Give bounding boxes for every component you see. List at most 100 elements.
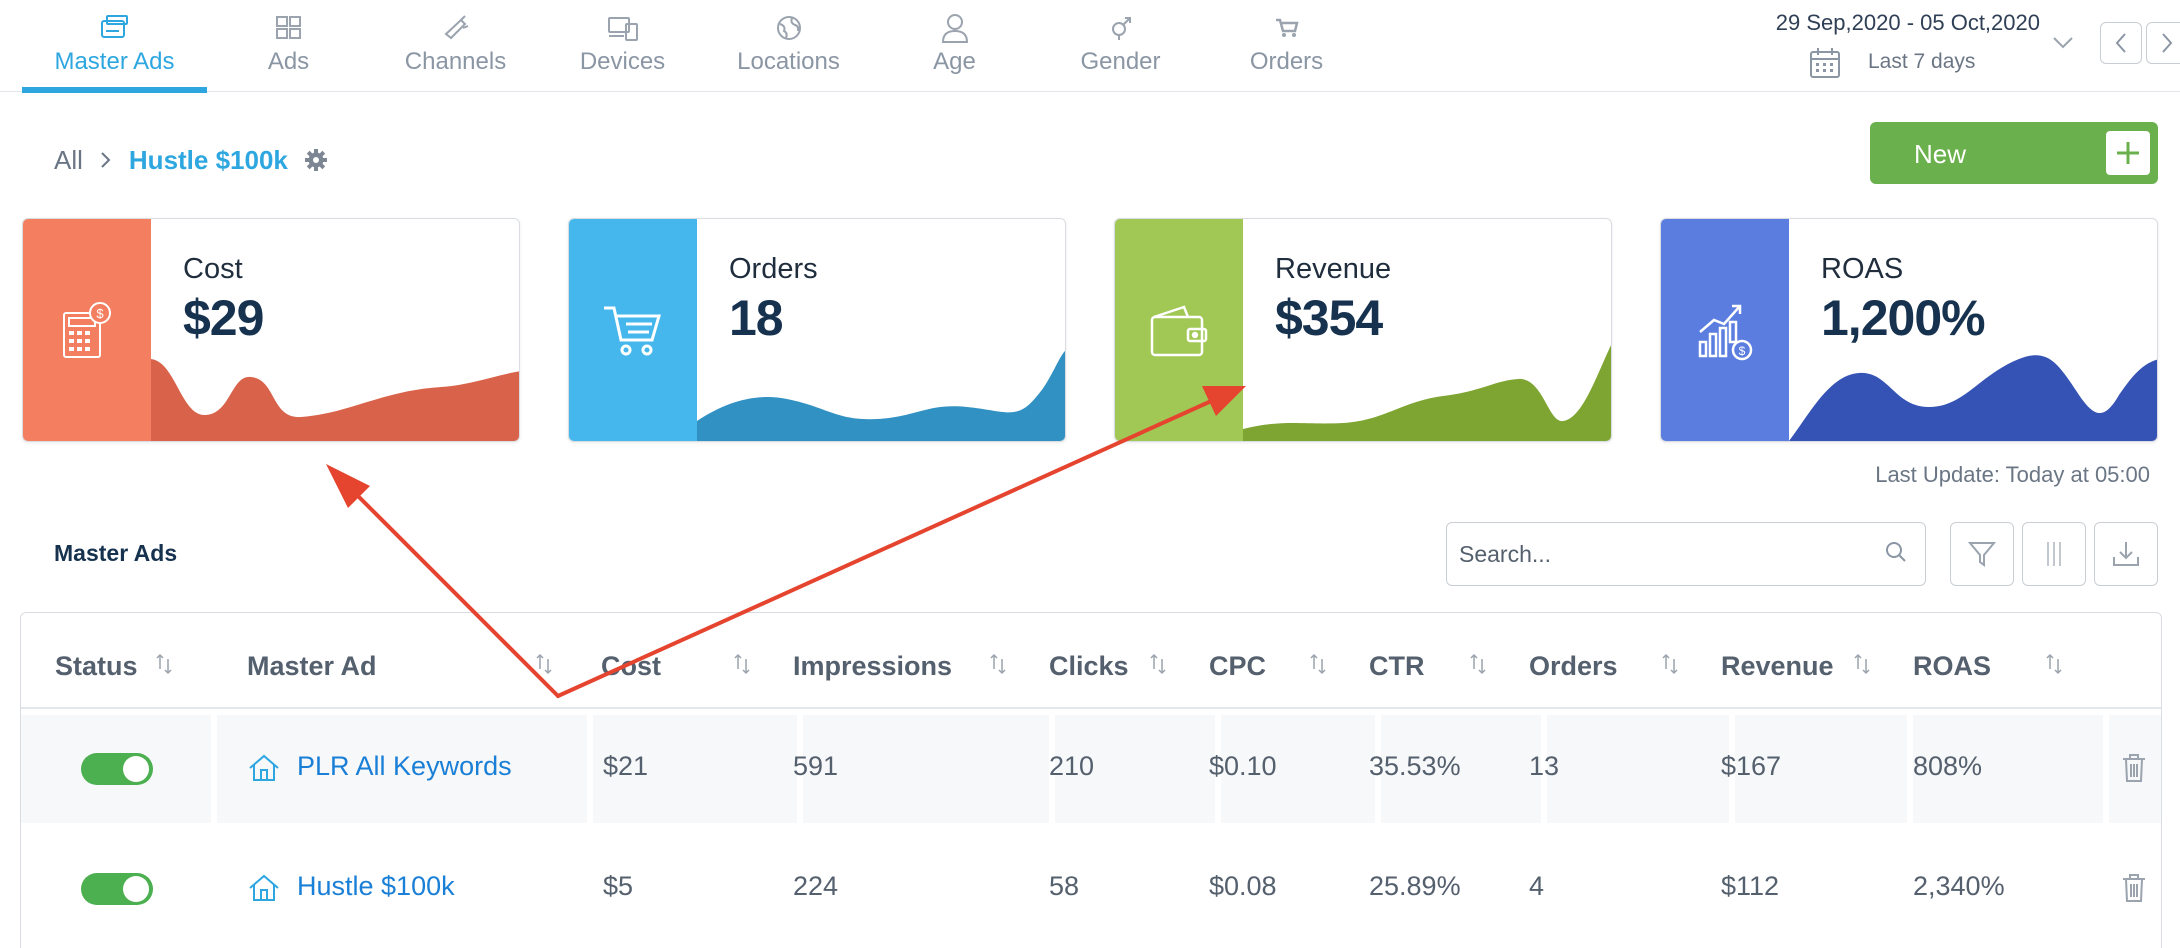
tab-orders[interactable]: Orders: [1194, 0, 1379, 92]
card-value: $29: [183, 290, 264, 346]
table-cell: [217, 715, 587, 823]
svg-text:$: $: [96, 306, 104, 321]
sort-icon[interactable]: [535, 653, 553, 675]
card-icon-panel: [569, 219, 697, 441]
card-title: ROAS: [1821, 253, 1904, 285]
tab-label: Orders: [1249, 48, 1324, 75]
column-header-cost[interactable]: Cost: [601, 651, 661, 681]
tab-label: Age: [933, 48, 976, 75]
column-header-impressions[interactable]: Impressions: [793, 651, 953, 681]
stat-card-revenue: Revenue $354: [1114, 218, 1612, 442]
table-cell: [1221, 715, 1375, 823]
column-header-orders[interactable]: Orders: [1529, 651, 1618, 681]
sort-icon[interactable]: [1309, 653, 1327, 675]
tab-ads[interactable]: Ads: [196, 0, 381, 92]
column-header-revenue[interactable]: Revenue: [1721, 651, 1834, 681]
card-value: 1,200%: [1821, 290, 1986, 346]
sort-icon[interactable]: [2045, 653, 2063, 675]
cart-icon: [604, 306, 661, 356]
tab-master-ads[interactable]: Master Ads: [22, 0, 207, 93]
devices-icon: [530, 10, 715, 46]
ctr-cell: 35.53%: [1369, 751, 1461, 781]
status-toggle[interactable]: [81, 753, 153, 785]
table-header: Status Master Ad Cost Impressions Clicks…: [21, 613, 2161, 709]
columns-button[interactable]: [2022, 522, 2086, 586]
last-update-text: Last Update: Today at 05:00: [1875, 462, 2150, 487]
stat-card-orders: Orders 18: [568, 218, 1066, 442]
new-button-label: New: [1914, 139, 1967, 169]
tab-gender[interactable]: Gender: [1028, 0, 1213, 92]
chevron-right-icon: [101, 152, 111, 168]
tab-label: Ads: [267, 48, 310, 75]
new-button[interactable]: New: [1870, 122, 2158, 184]
cpc-cell: $0.08: [1209, 871, 1277, 901]
table-row: PLR All Keywords $21 591 210 $0.10 35.53…: [21, 711, 2161, 827]
column-header-master-ad[interactable]: Master Ad: [247, 651, 377, 681]
tab-label: Channels: [404, 48, 507, 75]
stat-card-cost: $ Cost $29: [22, 218, 520, 442]
home-icon: [249, 754, 279, 781]
calendar-icon: [1808, 46, 1842, 85]
sort-icon[interactable]: [1853, 653, 1871, 675]
sort-icon[interactable]: [1469, 653, 1487, 675]
chevron-down-icon[interactable]: [2052, 36, 2074, 55]
roas-cell: 2,340%: [1913, 871, 2005, 901]
gear-icon[interactable]: [304, 148, 328, 172]
cost-cell: $5: [603, 871, 634, 901]
column-header-clicks[interactable]: Clicks: [1049, 651, 1129, 681]
clicks-cell: 58: [1049, 871, 1080, 901]
master-ad-link[interactable]: PLR All Keywords: [297, 751, 512, 781]
tab-age[interactable]: Age: [862, 0, 1047, 92]
search-input[interactable]: [1446, 522, 1926, 586]
tab-label: Master Ads: [54, 48, 175, 75]
table-cell: [803, 715, 1049, 823]
breadcrumb-current: Hustle $100k: [128, 144, 288, 175]
previous-period-button[interactable]: [2100, 22, 2142, 64]
top-nav: Master Ads Ads Channels: [0, 0, 2180, 93]
tab-label: Gender: [1080, 48, 1161, 75]
channels-icon: [363, 10, 548, 46]
column-header-ctr[interactable]: CTR: [1369, 651, 1425, 681]
date-range-picker[interactable]: 29 Sep,2020 - 05 Oct,2020 Last 7 days: [1776, 8, 2080, 88]
tab-channels[interactable]: Channels: [363, 0, 548, 92]
table-cell: [1913, 715, 2103, 823]
date-preset-text: Last 7 days: [1868, 50, 1976, 73]
sort-icon[interactable]: [155, 653, 173, 675]
breadcrumb-all-link[interactable]: All: [54, 144, 83, 175]
sort-icon[interactable]: [1149, 653, 1167, 675]
sort-icon[interactable]: [989, 653, 1007, 675]
column-header-roas[interactable]: ROAS: [1913, 651, 1992, 681]
search-icon: [1884, 540, 1908, 569]
sort-icon[interactable]: [1661, 653, 1679, 675]
table-cell: [1735, 715, 1907, 823]
tab-devices[interactable]: Devices: [530, 0, 715, 92]
trash-icon[interactable]: [2121, 753, 2147, 783]
filter-button[interactable]: [1950, 522, 2014, 586]
orders-cell: 4: [1529, 871, 1545, 901]
column-header-cpc[interactable]: CPC: [1209, 651, 1267, 681]
roas-cell: 808%: [1913, 751, 1983, 781]
card-value: $354: [1275, 290, 1383, 346]
tab-label: Locations: [737, 48, 840, 75]
sort-icon[interactable]: [733, 653, 751, 675]
revenue-cell: $112: [1721, 871, 1780, 901]
svg-text:$: $: [1739, 344, 1746, 358]
trash-icon[interactable]: [2121, 873, 2147, 903]
date-range-text: 29 Sep,2020 - 05 Oct,2020: [1775, 10, 2040, 35]
master-ad-link[interactable]: Hustle $100k: [297, 871, 455, 901]
status-toggle[interactable]: [81, 873, 153, 905]
ctr-cell: 25.89%: [1369, 871, 1461, 901]
download-button[interactable]: [2094, 522, 2158, 586]
card-title: Cost: [183, 253, 243, 285]
arrow-head: [326, 464, 370, 508]
person-icon: [862, 10, 1047, 46]
cart-icon: [1194, 10, 1379, 46]
column-header-status[interactable]: Status: [55, 651, 138, 681]
master-ads-icon: [22, 10, 207, 46]
tab-locations[interactable]: Locations: [696, 0, 881, 92]
next-period-button[interactable]: [2146, 22, 2180, 64]
impressions-cell: 591: [793, 751, 839, 781]
table-cell: [593, 715, 797, 823]
plus-icon: [2106, 131, 2150, 175]
